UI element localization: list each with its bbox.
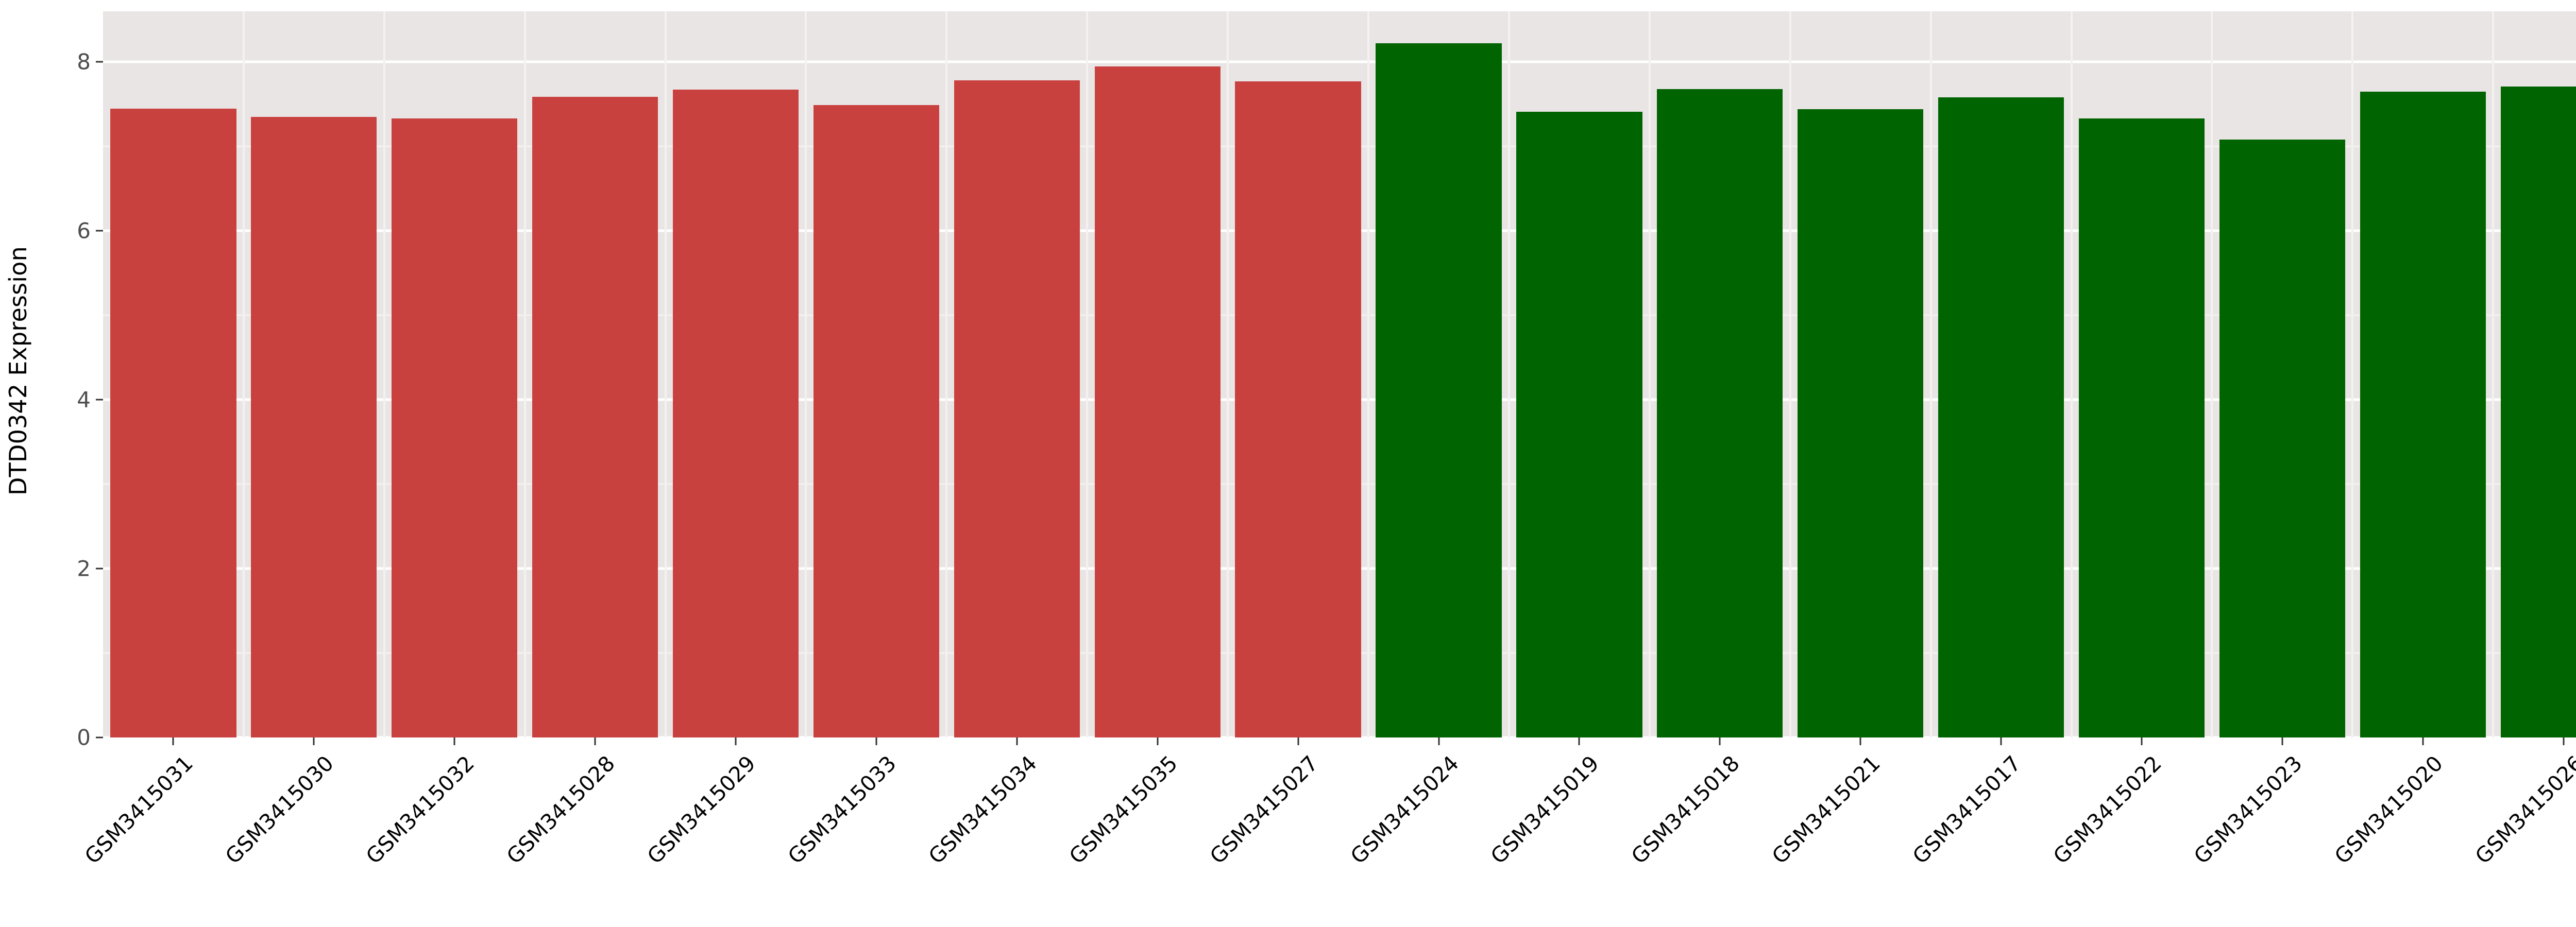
x-axis-tick-label: GSM3415031 bbox=[80, 751, 198, 869]
gridline-major-x bbox=[2492, 11, 2495, 737]
x-axis-tick-mark bbox=[313, 737, 315, 745]
bar bbox=[1938, 97, 2064, 737]
y-axis-tick-mark bbox=[96, 568, 103, 570]
x-axis-tick-label: GSM3415018 bbox=[1626, 751, 1745, 869]
gridline-major-x bbox=[945, 11, 948, 737]
y-axis-tick-label: 2 bbox=[77, 556, 91, 581]
bar bbox=[110, 108, 236, 737]
x-axis-tick-mark bbox=[875, 737, 877, 745]
gridline-major-x bbox=[1648, 11, 1651, 737]
bar bbox=[2078, 118, 2205, 737]
gridline-major-x bbox=[1789, 11, 1791, 737]
x-axis-tick-mark bbox=[1297, 737, 1299, 745]
x-axis-tick-label: GSM3415030 bbox=[221, 751, 339, 869]
y-axis-tick-column: 0 2 4 6 8 bbox=[36, 0, 103, 750]
gridline-major-x bbox=[805, 11, 807, 737]
x-axis-tick-label: GSM3415017 bbox=[1908, 751, 2026, 869]
gridline-major-x bbox=[1227, 11, 1229, 737]
bar bbox=[392, 118, 518, 737]
bar bbox=[2219, 140, 2345, 737]
gridline-major-x bbox=[383, 11, 385, 737]
x-axis-tick-layer: GSM3415031 GSM3415030 GSM3415032 GSM3415028… bbox=[80, 737, 2576, 927]
x-axis-tick-label: GSM3415029 bbox=[642, 751, 760, 869]
x-axis-tick-mark bbox=[2141, 737, 2143, 745]
bar bbox=[813, 105, 940, 737]
x-axis-tick-mark bbox=[1438, 737, 1439, 745]
y-axis-tick-mark bbox=[96, 61, 103, 63]
y-axis-title: DTD0342 Expression bbox=[4, 246, 32, 495]
bar bbox=[1376, 43, 1502, 737]
x-axis-tick-label: GSM3415020 bbox=[2329, 751, 2448, 869]
bar bbox=[532, 96, 658, 737]
x-axis-tick-mark bbox=[172, 737, 174, 745]
gridline-major-x bbox=[1086, 11, 1089, 737]
x-axis-tick-mark bbox=[1016, 737, 1018, 745]
y-axis-title-container: DTD0342 Expression bbox=[0, 0, 36, 742]
x-axis-tick-label: GSM3415027 bbox=[1205, 751, 1323, 869]
gridline-major-x bbox=[2351, 11, 2354, 737]
x-axis-tick-label: GSM3415034 bbox=[923, 751, 1042, 869]
bar bbox=[2500, 86, 2576, 737]
x-axis-tick-label: GSM3415023 bbox=[2189, 751, 2307, 869]
x-axis-tick-mark bbox=[453, 737, 455, 745]
x-axis-tick-mark bbox=[1157, 737, 1159, 745]
y-axis-tick-label: 0 bbox=[77, 725, 91, 750]
gridline-major-x bbox=[2070, 11, 2073, 737]
gridline-major-x bbox=[1929, 11, 1932, 737]
x-axis-tick-label: GSM3415019 bbox=[1486, 751, 1604, 869]
bar bbox=[672, 90, 799, 737]
bar bbox=[2360, 91, 2486, 737]
gridline-major-x bbox=[523, 11, 526, 737]
x-axis-tick-mark bbox=[1578, 737, 1580, 745]
x-axis-tick-label: GSM3415022 bbox=[2048, 751, 2166, 869]
x-axis-tick-mark bbox=[1859, 737, 1861, 745]
y-axis-tick-label: 8 bbox=[77, 49, 91, 75]
x-axis-tick-mark bbox=[2281, 737, 2283, 745]
gridline-major-x bbox=[1507, 11, 1510, 737]
bar bbox=[1094, 66, 1221, 737]
y-axis-tick-mark bbox=[96, 736, 103, 739]
x-axis-tick-label: GSM3415035 bbox=[1064, 751, 1182, 869]
x-axis-tick-mark bbox=[594, 737, 596, 745]
bar bbox=[954, 80, 1080, 737]
x-axis-tick-label: GSM3415028 bbox=[502, 751, 620, 869]
x-axis-tick-mark bbox=[1719, 737, 1721, 745]
gridline-major-y bbox=[103, 60, 2576, 63]
bar bbox=[1516, 112, 1642, 737]
x-axis-tick-label: GSM3415033 bbox=[783, 751, 901, 869]
bar bbox=[1798, 109, 1924, 737]
gridline-major-x bbox=[1367, 11, 1370, 737]
gridline-major-x bbox=[664, 11, 667, 737]
y-axis-tick-label: 4 bbox=[77, 387, 91, 413]
y-axis-tick-label: 6 bbox=[77, 218, 91, 244]
x-axis-tick-label: GSM3415026 bbox=[2470, 751, 2576, 869]
bar bbox=[251, 116, 377, 737]
y-axis-tick-mark bbox=[96, 399, 103, 401]
x-axis-tick-mark bbox=[2422, 737, 2424, 745]
y-axis-tick-mark bbox=[96, 230, 103, 232]
gridline-major-x bbox=[2211, 11, 2213, 737]
x-axis-tick-label: GSM3415024 bbox=[1345, 751, 1464, 869]
bar bbox=[1235, 81, 1361, 737]
x-axis-tick-mark bbox=[735, 737, 737, 745]
plot-panel bbox=[103, 11, 2576, 737]
bar bbox=[1657, 89, 1783, 737]
x-axis-tick-mark bbox=[2000, 737, 2002, 745]
gridline-major-x bbox=[242, 11, 245, 737]
x-axis-tick-label: GSM3415032 bbox=[361, 751, 480, 869]
x-axis-tick-label: GSM3415021 bbox=[1767, 751, 1886, 869]
x-axis-tick-mark bbox=[2563, 737, 2565, 745]
